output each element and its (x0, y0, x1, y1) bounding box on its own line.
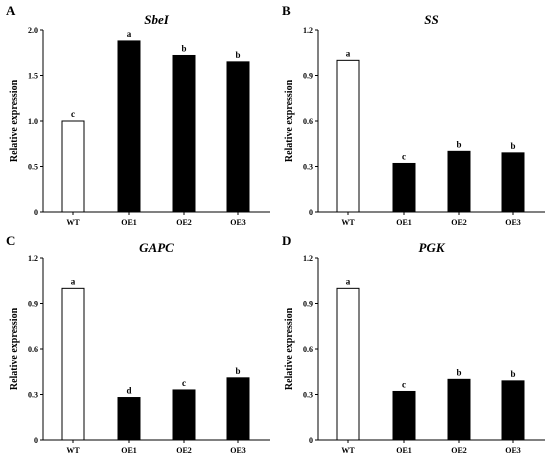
y-tick-label: 0.9 (28, 300, 38, 309)
x-tick-label: OE3 (230, 218, 246, 227)
significance-letter: b (235, 366, 240, 376)
chart-title: PGK (419, 240, 446, 255)
x-tick-label: WT (341, 446, 355, 455)
x-tick-label: WT (66, 218, 80, 227)
bar-oe2 (172, 54, 196, 213)
panel-c: C GAPC Relative expression 0 0.3 0.6 0.9 1.2 WT a… (6, 233, 270, 455)
significance-letter: a (346, 48, 351, 58)
y-axis-label: Relative expression (9, 79, 20, 162)
y-axis-label: Relative expression (284, 307, 295, 390)
y-tick-label: 0.6 (28, 345, 38, 354)
panel-d: D PGK Relative expression 0 0.3 0.6 0.9 1.2 WT a O… (282, 233, 545, 455)
panel-a: A SbeI Relative expression 0 0.5 1.0 1.5 2.0 WT c… (6, 3, 270, 227)
bar-wt (61, 287, 85, 441)
significance-letter: d (126, 386, 131, 396)
panel-letter: C (6, 233, 15, 248)
y-tick-label: 0.3 (28, 391, 38, 400)
y-tick-label: 0.6 (303, 117, 313, 126)
x-tick-label: WT (341, 218, 355, 227)
y-tick-label: 0.6 (303, 345, 313, 354)
x-tick-label: OE1 (396, 446, 412, 455)
bar-oe2 (172, 389, 196, 441)
x-tick-label: OE2 (176, 218, 192, 227)
bar-oe3 (226, 377, 250, 441)
y-tick-label: 2.0 (28, 26, 38, 35)
significance-letter: b (181, 43, 186, 53)
significance-letter: b (456, 367, 461, 377)
x-tick-label: OE3 (505, 218, 521, 227)
significance-letter: b (456, 139, 461, 149)
y-tick-label: 0.9 (303, 300, 313, 309)
x-tick-label: OE1 (121, 446, 137, 455)
bar-oe3 (226, 61, 250, 213)
y-tick-label: 0 (34, 208, 38, 217)
x-tick-label: OE2 (176, 446, 192, 455)
significance-letter: b (235, 50, 240, 60)
bar-oe1 (392, 390, 416, 441)
bar-oe2 (447, 378, 471, 441)
x-tick-label: OE3 (505, 446, 521, 455)
chart-title: SbeI (144, 12, 170, 27)
x-tick-label: OE1 (396, 218, 412, 227)
panel-letter: A (6, 3, 16, 18)
significance-letter: b (510, 141, 515, 151)
y-tick-label: 1.5 (28, 72, 38, 81)
y-tick-label: 0.9 (303, 72, 313, 81)
x-tick-label: OE3 (230, 446, 246, 455)
y-axis-label: Relative expression (9, 307, 20, 390)
bar-wt (61, 120, 85, 213)
y-tick-label: 0 (34, 436, 38, 445)
y-tick-label: 0.5 (28, 163, 38, 172)
y-tick-label: 0 (309, 208, 313, 217)
significance-letter: c (402, 151, 406, 161)
significance-letter: c (182, 378, 186, 388)
significance-letter: c (402, 379, 406, 389)
y-tick-label: 0.3 (303, 163, 313, 172)
y-tick-label: 1.2 (28, 254, 38, 263)
x-tick-label: OE2 (451, 218, 467, 227)
bar-oe1 (117, 397, 141, 441)
y-tick-label: 0 (309, 436, 313, 445)
bar-wt (336, 59, 360, 213)
significance-letter: a (346, 276, 351, 286)
significance-letter: c (71, 109, 75, 119)
y-tick-label: 0.3 (303, 391, 313, 400)
bar-oe2 (447, 150, 471, 213)
y-tick-label: 1.2 (303, 26, 313, 35)
bar-oe3 (501, 152, 525, 213)
y-tick-label: 1.0 (28, 117, 38, 126)
significance-letter: a (127, 29, 132, 39)
bar-oe1 (392, 162, 416, 213)
panel-letter: D (282, 233, 291, 248)
bar-oe1 (117, 40, 141, 213)
significance-letter: b (510, 369, 515, 379)
panel-letter: B (282, 3, 291, 18)
panel-b: B SS Relative expression 0 0.3 0.6 0.9 1.2 WT a OE… (282, 3, 545, 227)
x-tick-label: WT (66, 446, 80, 455)
y-tick-label: 1.2 (303, 254, 313, 263)
bar-wt (336, 287, 360, 441)
x-tick-label: OE2 (451, 446, 467, 455)
x-tick-label: OE1 (121, 218, 137, 227)
chart-title: GAPC (139, 240, 174, 255)
y-axis-label: Relative expression (284, 79, 295, 162)
significance-letter: a (71, 276, 76, 286)
chart-title: SS (424, 12, 438, 27)
bar-oe3 (501, 380, 525, 441)
